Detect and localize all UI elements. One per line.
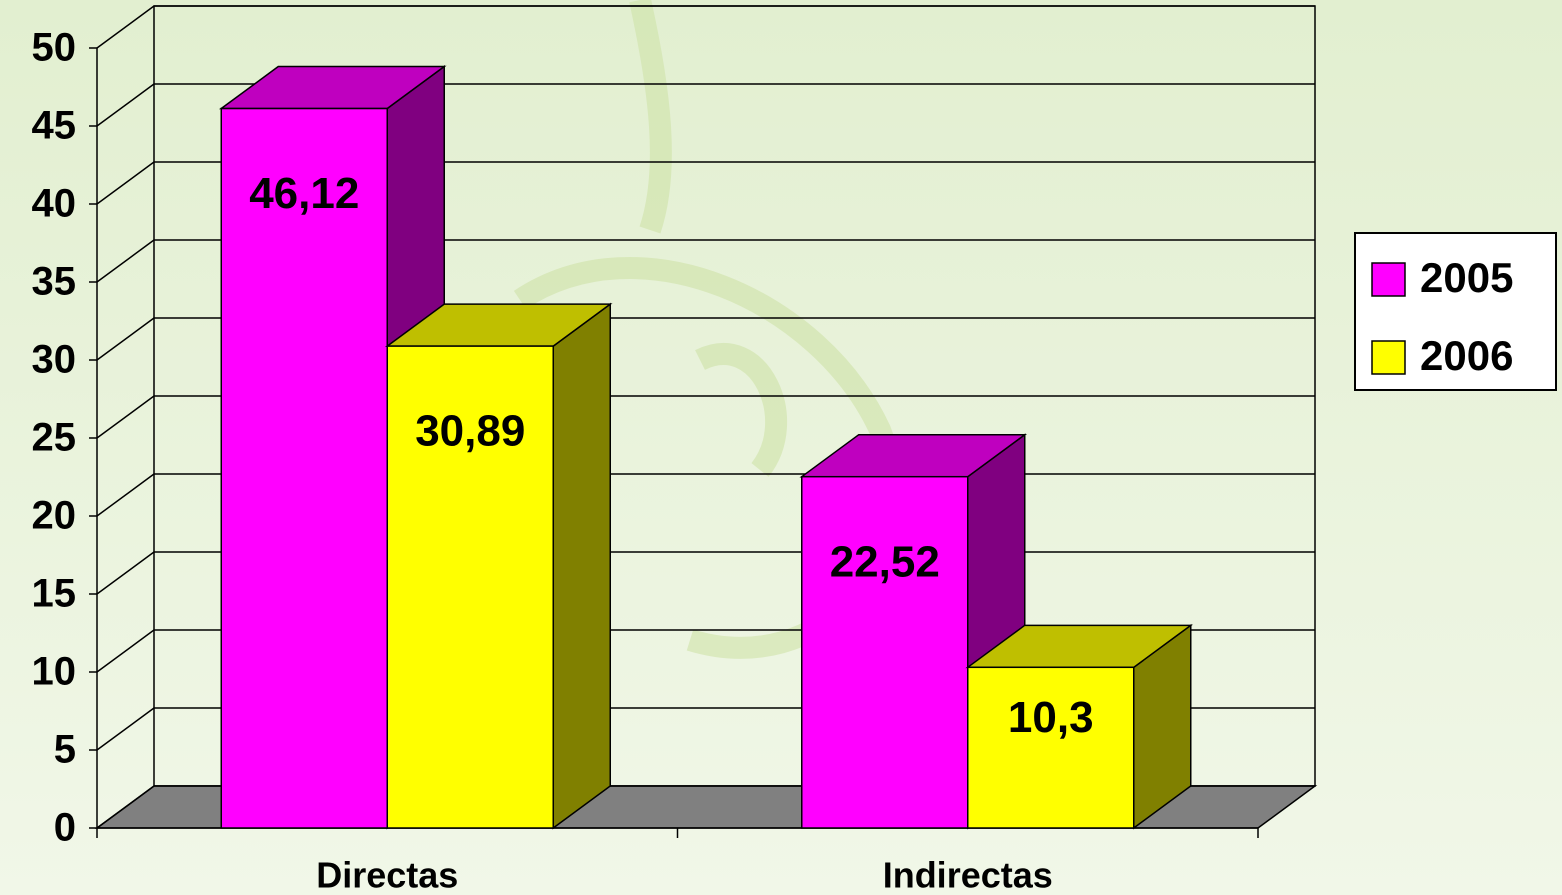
- side-grid-line: [96, 551, 155, 595]
- side-grid-line: [96, 317, 155, 361]
- legend-swatch: [1371, 340, 1406, 375]
- y-tick-label: 0: [54, 806, 76, 850]
- side-grid-line: [96, 707, 155, 751]
- side-grid-line: [96, 395, 155, 439]
- side-grid-line: [96, 161, 155, 205]
- side-grid-line: [96, 473, 155, 517]
- y-tick-label: 30: [32, 338, 77, 382]
- side-grid-line: [96, 785, 155, 829]
- y-tick-label: 25: [32, 416, 77, 460]
- legend-label: 2005: [1420, 254, 1513, 301]
- y-tick-label: 50: [32, 26, 77, 70]
- legend-label: 2006: [1420, 332, 1513, 379]
- bar-side: [552, 302, 611, 830]
- side-grid-line: [96, 83, 155, 127]
- bar: [386, 345, 554, 829]
- side-grid-line: [96, 239, 155, 283]
- value-label: 46,12: [249, 169, 359, 218]
- legend-swatch: [1371, 262, 1406, 297]
- y-tick-label: 15: [32, 572, 77, 616]
- bar: [220, 107, 388, 829]
- y-tick-label: 10: [32, 650, 77, 694]
- y-tick-label: 40: [32, 182, 77, 226]
- bar: [967, 666, 1135, 829]
- side-grid-line: [96, 629, 155, 673]
- x-tick-label: Directas: [316, 855, 458, 895]
- x-tick-label: Indirectas: [883, 855, 1053, 895]
- side-grid-line: [96, 5, 155, 49]
- plot-area: 0 5 10 15 20 25 30 35 40 45 50 Directas 46,12 30,89 In…: [32, 5, 1318, 895]
- y-tick-label: 45: [32, 104, 77, 148]
- value-label: 10,3: [1008, 693, 1094, 742]
- y-tick-label: 35: [32, 260, 77, 304]
- y-tick-label: 20: [32, 494, 77, 538]
- value-label: 30,89: [415, 407, 525, 456]
- y-tick-label: 5: [54, 728, 76, 772]
- value-label: 22,52: [830, 537, 940, 586]
- bar: [801, 475, 969, 829]
- legend: 2005 2006: [1354, 232, 1557, 391]
